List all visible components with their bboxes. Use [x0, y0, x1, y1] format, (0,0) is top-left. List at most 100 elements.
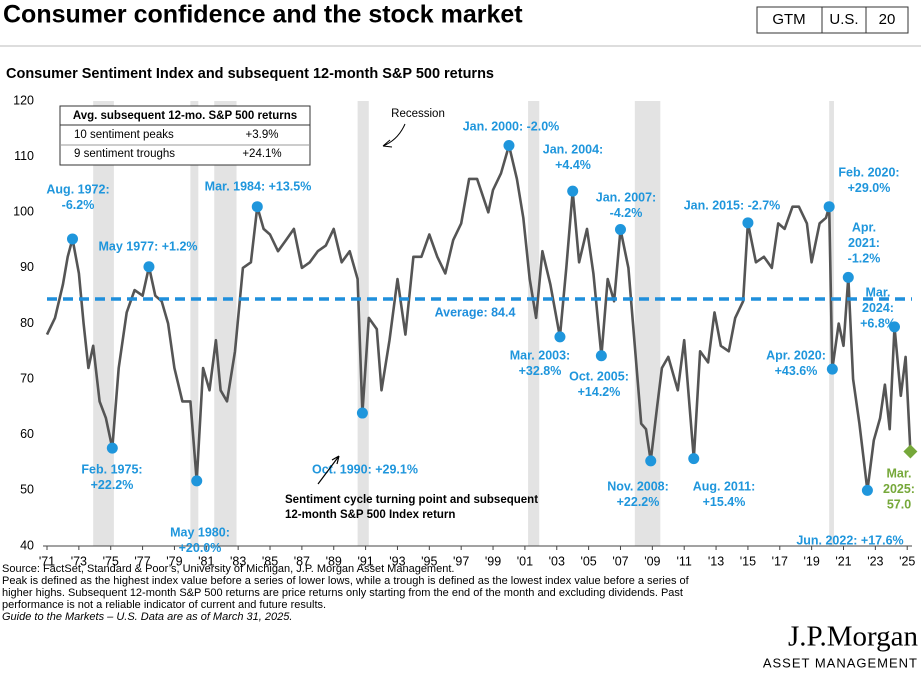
point [356, 407, 368, 419]
logo-sub: ASSET MANAGEMENT [763, 655, 918, 670]
table-box [59, 105, 311, 166]
footnote: Source: FactSet, Standard & Poor’s, Univ… [2, 563, 454, 575]
x-tick-label: '93 [389, 554, 405, 568]
x-tick-label: '05 [580, 554, 596, 568]
x-tick-label: '97 [453, 554, 469, 568]
point-label: Feb. 2020: [838, 165, 899, 179]
point [861, 484, 873, 496]
point-label: Mar. [886, 466, 911, 480]
point-label: Jan. 2000: -2.0% [463, 119, 560, 133]
y-tick-label: 90 [20, 260, 34, 274]
y-tick-label: 60 [20, 427, 34, 441]
point-label: Aug. 1972: [46, 182, 109, 196]
point-label: 2024: [862, 301, 894, 315]
badge: GTM [772, 11, 805, 28]
x-tick-label: '87 [294, 554, 310, 568]
point [251, 201, 263, 213]
badge: U.S. [829, 11, 858, 28]
x-tick-label: '19 [803, 554, 819, 568]
point-label: Oct. 1990: +29.1% [312, 462, 418, 476]
annotation: Sentiment cycle turning point and subseq… [285, 494, 538, 506]
footnote: performance is not a reliable indicator … [2, 599, 326, 611]
recession-bar [214, 101, 237, 546]
point-label: -6.2% [62, 198, 95, 212]
point-label: Mar. 1984: +13.5% [205, 179, 312, 193]
point-label: Feb. 1975: [81, 462, 142, 476]
x-tick-label: '89 [326, 554, 342, 568]
x-tick-label: '03 [549, 554, 565, 568]
recession-bar [528, 101, 540, 546]
point-label: 2025: [883, 482, 915, 496]
point-label: +43.6% [775, 364, 818, 378]
point-label: +20.0% [179, 541, 222, 555]
point-label: Nov. 2008: [607, 479, 669, 493]
page-title: Consumer confidence and the stock market [3, 1, 523, 29]
point-label: 2021: [848, 236, 880, 250]
x-tick-label: '79 [166, 554, 182, 568]
table-cell: 10 sentiment peaks [74, 129, 174, 141]
point-label: May 1977: +1.2% [98, 239, 197, 253]
point-label: Aug. 2011: [693, 479, 756, 493]
point-label: Apr. 2020: [766, 348, 826, 362]
badge-box [756, 6, 909, 34]
point-label: Mar. 2003: [510, 348, 570, 362]
table-cell: 9 sentiment troughs [74, 148, 175, 160]
point-label: +22.2% [91, 478, 134, 492]
point-label: -1.2% [848, 251, 881, 265]
point [503, 140, 515, 151]
point [645, 455, 657, 467]
x-tick-label: '71 [39, 554, 55, 568]
table-cell: +3.9% [246, 129, 279, 141]
recession-arrow [382, 123, 406, 148]
point [826, 363, 838, 375]
x-tick-label: '77 [134, 554, 150, 568]
x-tick-label: '83 [230, 554, 246, 568]
recession-bar [190, 101, 199, 546]
y-tick-label: 50 [20, 483, 34, 497]
y-tick-label: 100 [13, 205, 34, 219]
annotation-arrow [317, 455, 340, 485]
table-cell: +24.1% [242, 148, 281, 160]
plot: 40 50 60 70 80 90 100 110 120 '71 '73 '75 '77 '79 '81 '… [13, 93, 918, 568]
point-label: +6.8% [860, 316, 896, 330]
point-label: Oct. 2005: [569, 369, 629, 383]
x-tick-label: '99 [485, 554, 501, 568]
point-label: Apr. [852, 220, 876, 234]
point-label: -4.2% [610, 206, 643, 220]
x-tick-label: '91 [357, 554, 373, 568]
point [567, 185, 579, 197]
x-tick-label: '95 [421, 554, 437, 568]
point [143, 261, 155, 273]
point-label: 57.0 [887, 497, 911, 511]
table-header: Avg. subsequent 12-mo. S&P 500 returns [73, 110, 297, 122]
point-label: +4.4% [555, 158, 591, 172]
badge: 20 [879, 11, 896, 28]
point [903, 444, 918, 459]
footnote: Peak is defined as the highest index val… [2, 575, 690, 587]
point [554, 331, 566, 343]
footnote: Guide to the Markets – U.S. Data are as … [2, 611, 292, 623]
annotation: 12-month S&P 500 Index return [285, 509, 455, 521]
point-label: +15.4% [703, 495, 746, 509]
x-tick-label: '75 [103, 554, 119, 568]
point [688, 453, 700, 465]
point [614, 223, 626, 235]
average-label-bg [424, 305, 526, 322]
logo: J.P.Morgan [788, 621, 918, 653]
point-label: Jan. 2015: -2.7% [684, 198, 781, 212]
x-tick-label: '85 [262, 554, 278, 568]
y-tick-label: 40 [20, 538, 34, 552]
point-label: Mar. [865, 285, 890, 299]
y-tick-label: 110 [14, 149, 34, 163]
x-tick-label: '23 [867, 554, 883, 568]
x-tick-label: '01 [517, 554, 533, 568]
point-label: +22.2% [617, 495, 660, 509]
point-label: Jun. 2022: +17.6% [796, 533, 903, 547]
y-tick-label: 120 [13, 93, 34, 107]
point [842, 271, 854, 283]
point [595, 350, 607, 362]
average-label: Average: 84.4 [435, 305, 516, 319]
sentiment-line [45, 144, 912, 492]
point-label: +32.8% [519, 364, 562, 378]
